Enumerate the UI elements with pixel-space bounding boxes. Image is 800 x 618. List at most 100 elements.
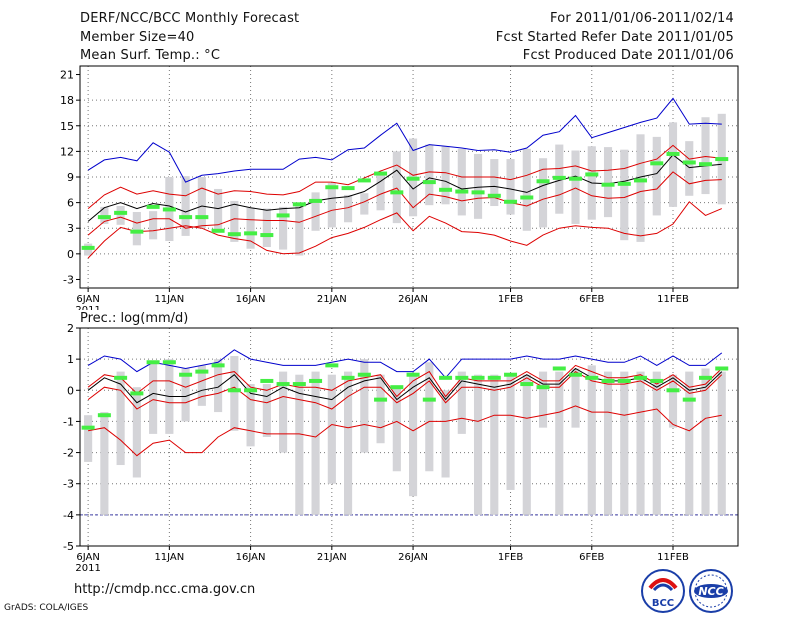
- chart2-ensemble-marker: [536, 385, 550, 390]
- chart2-ensemble-marker: [276, 382, 290, 387]
- chart1-ytick-label: 6: [67, 197, 74, 210]
- chart2-ensemble-marker: [179, 372, 193, 377]
- chart1-ensemble-marker: [260, 233, 274, 238]
- chart2-spread-box: [717, 371, 726, 515]
- chart1-xtick-label: 6FEB: [579, 294, 604, 305]
- chart2-frame: [79, 327, 739, 547]
- chart1-xtick-label: 1FEB: [498, 294, 523, 305]
- ncc-logo-text: NCC: [698, 585, 723, 598]
- chart1-spread-box: [473, 153, 483, 219]
- chart1-spread-box: [132, 212, 141, 246]
- chart1-ensemble-marker: [650, 161, 664, 166]
- chart1-spread-box: [230, 200, 239, 242]
- chart1-ensemble-marker: [97, 215, 111, 220]
- chart1-ensemble-marker: [162, 207, 176, 212]
- chart2-spread-box: [685, 371, 694, 515]
- chart2-ensemble-marker: [309, 378, 323, 383]
- chart2-spread-box: [441, 390, 450, 478]
- header-variable: Mean Surf. Temp.: °C: [80, 48, 221, 63]
- chart1-spread-box: [311, 192, 320, 231]
- chart1-spread-box: [392, 151, 401, 224]
- chart2-spread-box: [587, 365, 596, 515]
- chart1-spread-box: [246, 207, 255, 249]
- chart1-ensemble-marker: [406, 176, 420, 181]
- chart2-series-lower: [87, 370, 723, 410]
- chart1-spread-box: [327, 182, 336, 228]
- chart2-ensemble-marker: [715, 366, 729, 371]
- chart1-ensemble-marker: [325, 185, 339, 190]
- chart2-ensemble-marker: [195, 369, 209, 374]
- chart2-spread-box: [490, 374, 499, 515]
- chart2-ensemble-marker: [211, 363, 225, 368]
- chart2-ensemble-marker: [569, 372, 583, 377]
- footer-credit: GrADS: COLA/IGES: [4, 603, 89, 613]
- chart1-xtick-label: 11FEB: [657, 294, 689, 305]
- chart1-ensemble-marker: [699, 162, 713, 167]
- header-start-date: Fcst Started Refer Date 2011/01/05: [495, 30, 734, 45]
- chart2-xtick-label: 11JAN: [154, 552, 184, 563]
- chart1-ensemble-marker: [439, 187, 453, 192]
- chart2-spread-box: [457, 371, 466, 434]
- chart1-spread-box: [685, 141, 694, 196]
- chart2-ensemble-marker: [617, 378, 631, 383]
- chart1-frame: [79, 65, 739, 289]
- chart2-ensemble-marker: [552, 366, 566, 371]
- chart1-ytick-label: 18: [60, 94, 74, 107]
- chart1-ensemble-marker: [130, 229, 144, 234]
- chart2-ensemble-marker: [455, 375, 469, 380]
- chart2-ytick-label: 1: [67, 353, 74, 366]
- chart2-ensemble-marker: [666, 388, 680, 393]
- chart1-ensemble-marker: [276, 213, 290, 218]
- chart1-ytick-label: 3: [67, 222, 74, 235]
- chart2-spread-box: [473, 374, 483, 515]
- chart2-xtick-year: 2011: [75, 563, 100, 574]
- chart1-spread-box: [214, 188, 223, 233]
- chart2-xtick-label: 11FEB: [657, 552, 689, 563]
- chart2-spread-box: [522, 374, 531, 515]
- chart2-xtick-label: 21JAN: [317, 552, 347, 563]
- chart2-spread-box: [652, 371, 661, 515]
- chart1-ensemble-marker: [114, 210, 128, 215]
- chart2-ensemble-marker: [422, 397, 436, 402]
- chart2-spread-box: [279, 371, 288, 453]
- chart2-ytick-label: -3: [63, 478, 74, 491]
- chart2-spread-box: [246, 384, 255, 447]
- chart1-spread-box: [571, 150, 580, 224]
- chart1-spread-box: [620, 149, 629, 241]
- chart1-spread-box: [425, 144, 434, 206]
- chart1-ensemble-marker: [601, 182, 615, 187]
- chart1-ensemble-marker: [309, 198, 323, 203]
- chart2-xtick-label: 16JAN: [236, 552, 266, 563]
- chart2-spread-box: [571, 368, 580, 428]
- chart1-spread-box: [490, 159, 499, 207]
- chart1-ytick-label: 21: [60, 69, 74, 82]
- chart2-spread-box: [149, 362, 158, 434]
- chart2-ensemble-marker: [292, 382, 306, 387]
- chart1-ensemble-marker: [682, 160, 696, 165]
- chart2-spread-box: [409, 374, 418, 497]
- chart1-spread-box: [668, 122, 678, 207]
- chart1-spread-box: [197, 177, 206, 229]
- chart2-spread-box: [506, 374, 515, 490]
- bcc-logo-text: BCC: [652, 598, 674, 609]
- chart1-ensemble-marker: [422, 180, 436, 185]
- chart2-series-mean: [87, 367, 723, 404]
- ncc-logo: NCC: [689, 569, 733, 613]
- chart1-ensemble-marker: [487, 193, 501, 198]
- footer-url[interactable]: http://cmdp.ncc.cma.gov.cn: [74, 582, 256, 597]
- chart2-spread-box: [701, 368, 710, 515]
- chart1-ensemble-marker: [634, 178, 648, 183]
- chart2-spread-box: [538, 371, 548, 428]
- chart2-ytick-label: 0: [67, 384, 74, 397]
- chart1-spread-box: [603, 147, 613, 218]
- bcc-logo: BCC: [641, 569, 685, 613]
- chart1-spread-box: [295, 202, 304, 256]
- chart1-ensemble-marker: [341, 186, 355, 191]
- chart1-ensemble-marker: [390, 190, 404, 195]
- chart1-ensemble-marker: [146, 204, 160, 209]
- header-produced-date: Fcst Produced Date 2011/01/06: [522, 48, 734, 63]
- chart2-ensemble-marker: [81, 425, 95, 430]
